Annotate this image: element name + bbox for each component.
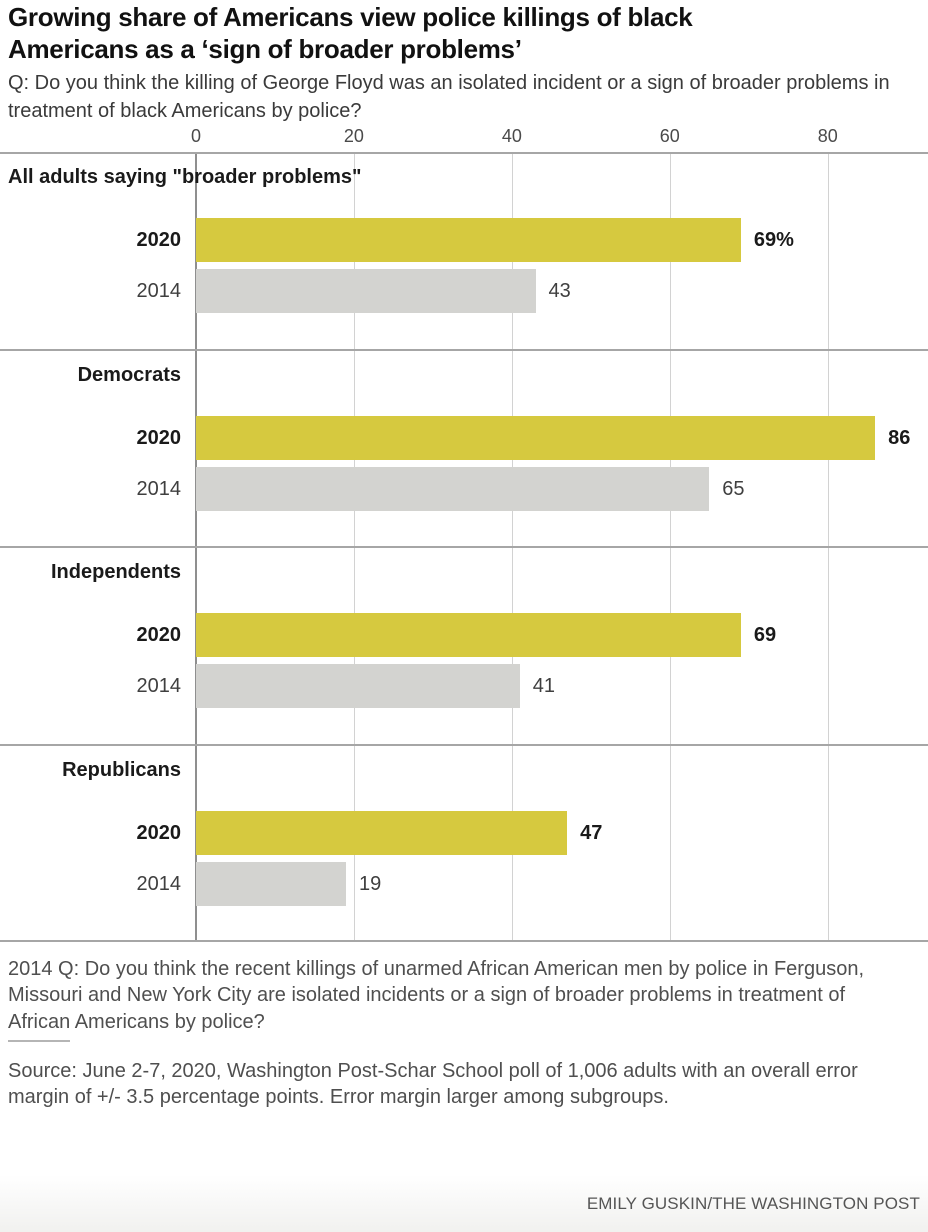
bar-2020 bbox=[196, 415, 876, 460]
group-label: Democrats bbox=[77, 363, 181, 386]
bar-value-label: 43 bbox=[548, 280, 571, 302]
group-label: All adults saying "broader problems" bbox=[8, 166, 362, 188]
bar-value-label: 41 bbox=[532, 675, 555, 697]
bar-2014 bbox=[196, 466, 710, 511]
group-separator-line bbox=[0, 546, 928, 548]
year-label-2014: 2014 bbox=[136, 675, 182, 697]
footnote-2014-question: 2014 Q: Do you think the recent killings… bbox=[8, 958, 865, 1033]
bar-value-label: 69 bbox=[753, 624, 777, 646]
group-section: All adults saying "broader problems" 2020… bbox=[0, 152, 928, 350]
x-tick-label: 80 bbox=[817, 126, 838, 146]
bar-value-label: 47 bbox=[580, 821, 603, 844]
group-label: Republicans bbox=[62, 758, 181, 781]
bar-2014 bbox=[196, 664, 520, 708]
bar-chart-plot-area: All adults saying "broader problems" 2020… bbox=[0, 152, 928, 942]
x-tick-label: 60 bbox=[659, 126, 680, 146]
group-separator-line bbox=[0, 348, 928, 351]
bottom-gradient-band bbox=[0, 1175, 928, 1232]
chart-question: Q: Do you think the killing of George Fl… bbox=[8, 72, 890, 122]
x-tick-label: 20 bbox=[343, 126, 364, 146]
bar-2020 bbox=[196, 613, 741, 657]
footnote-divider bbox=[8, 1040, 70, 1042]
bar-value-label: 69% bbox=[753, 229, 794, 251]
x-tick-label: 40 bbox=[501, 126, 522, 146]
x-axis-ticks: 0 20 40 60 80 bbox=[0, 126, 928, 152]
bar-value-label: 65 bbox=[722, 477, 745, 500]
bar-2020 bbox=[196, 810, 568, 855]
bar-value-label: 19 bbox=[359, 872, 382, 895]
source-note: Source: June 2-7, 2020, Washington Post-… bbox=[8, 1060, 858, 1109]
group-section: Democrats 2020 86 2014 65 bbox=[0, 350, 928, 548]
axis-top-line bbox=[0, 152, 928, 154]
bar-value-label: 86 bbox=[888, 426, 911, 449]
year-label-2020: 2020 bbox=[136, 624, 182, 646]
byline-credit: EMILY GUSKIN/THE WASHINGTON POST bbox=[586, 1194, 920, 1213]
group-separator-line bbox=[0, 743, 928, 746]
bar-2020 bbox=[196, 218, 741, 262]
axis-bottom-line bbox=[0, 940, 928, 942]
year-label-2020: 2020 bbox=[136, 821, 182, 844]
group-section: Independents 2020 69 2014 41 bbox=[0, 547, 928, 745]
x-tick-label: 0 bbox=[190, 126, 202, 146]
group-label: Independents bbox=[50, 561, 181, 583]
bar-2014 bbox=[196, 861, 347, 906]
year-label-2020: 2020 bbox=[136, 426, 182, 449]
year-label-2014: 2014 bbox=[136, 477, 182, 500]
bar-2014 bbox=[196, 269, 536, 313]
year-label-2014: 2014 bbox=[136, 280, 182, 302]
chart-title: Growing share of Americans view police k… bbox=[8, 2, 693, 64]
group-section: Republicans 2020 47 2014 19 bbox=[0, 745, 928, 943]
year-label-2014: 2014 bbox=[136, 872, 182, 895]
year-label-2020: 2020 bbox=[136, 229, 182, 251]
